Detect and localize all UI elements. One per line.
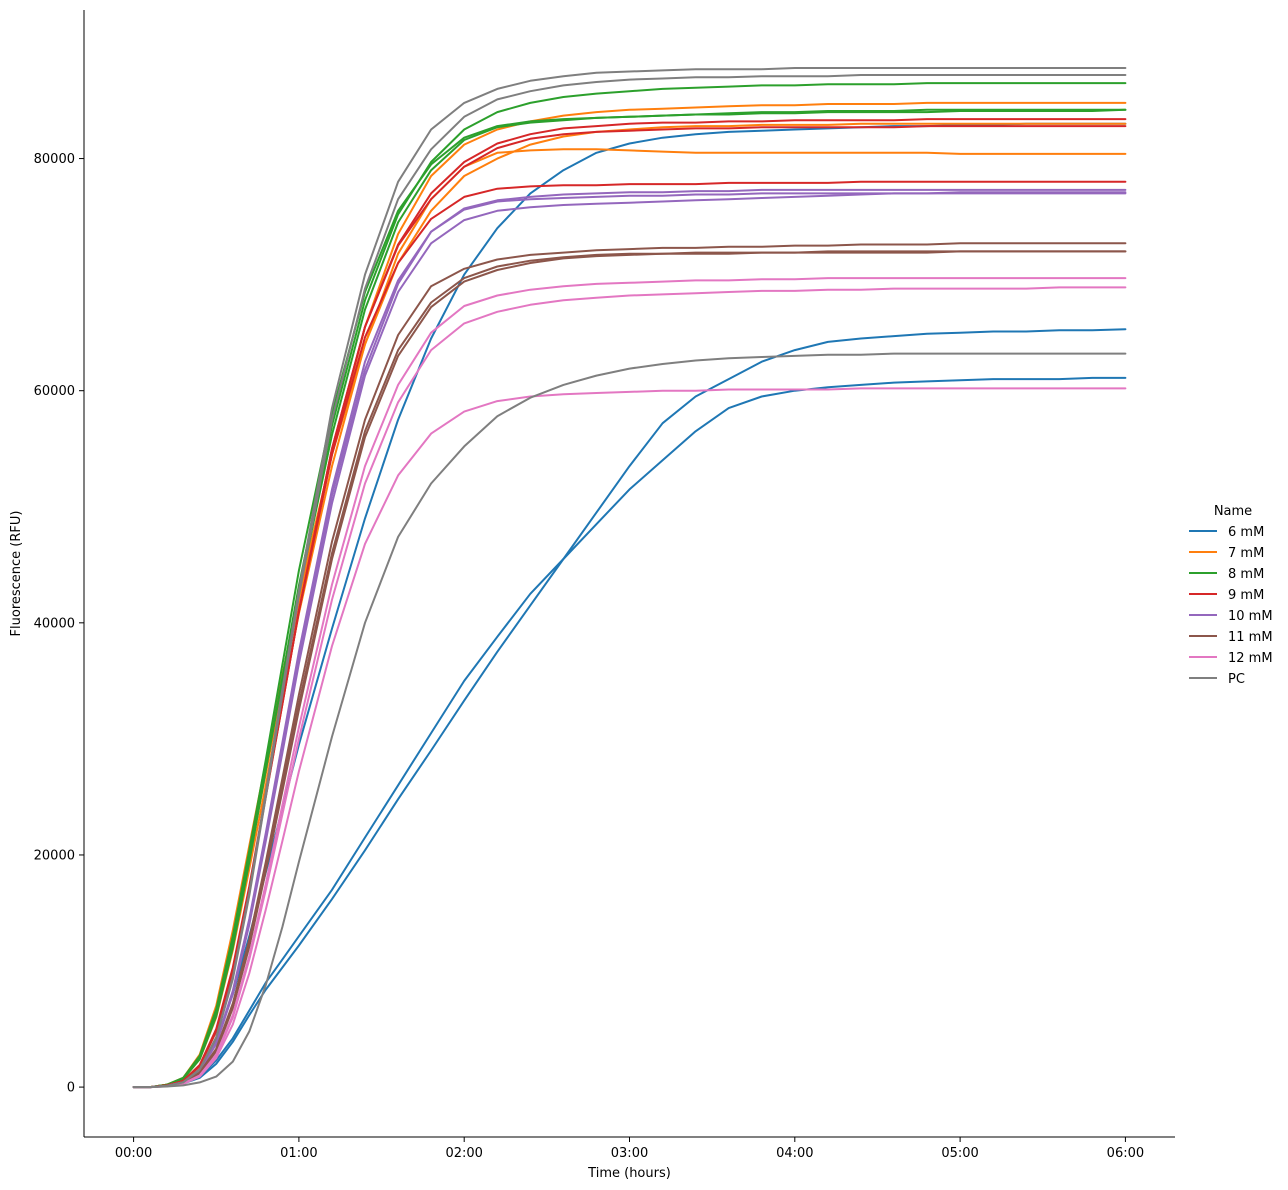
series-line: [132, 180, 1127, 1089]
series-line: [132, 67, 1127, 1089]
legend-entry-label: 12 mM: [1228, 651, 1273, 666]
series-line: [132, 277, 1127, 1089]
legend-entry-label: 6 mM: [1228, 525, 1264, 540]
legend-entry-label: 10 mM: [1228, 609, 1273, 624]
plot-area: [132, 67, 1127, 1089]
series-line: [132, 74, 1127, 1089]
y-tick-label: 80000: [34, 152, 75, 167]
legend-entry-label: 9 mM: [1228, 588, 1264, 603]
series-line: [132, 242, 1127, 1089]
series-line: [132, 376, 1127, 1089]
series-line: [132, 188, 1127, 1089]
series-line: [132, 148, 1127, 1089]
x-axis-title: Time (hours): [587, 1166, 671, 1181]
x-tick-label: 05:00: [941, 1146, 978, 1161]
x-tick-label: 04:00: [776, 1146, 813, 1161]
series-line: [132, 125, 1127, 1089]
x-tick-label: 00:00: [115, 1146, 152, 1161]
legend-entry-label: 11 mM: [1228, 630, 1273, 645]
y-tick-label: 20000: [34, 848, 75, 863]
y-axis-ticks: 0 20000 40000 60000 80000: [34, 152, 84, 1096]
series-line: [132, 192, 1127, 1089]
x-tick-label: 02:00: [445, 1146, 482, 1161]
legend: Name 6 mM 7 mM 8 mM 9 mM 10 mM 11 mM 12 mM PC: [1189, 504, 1273, 687]
series-line: [132, 108, 1127, 1089]
y-tick-label: 60000: [34, 384, 75, 399]
x-tick-label: 03:00: [611, 1146, 648, 1161]
y-axis-title: Fluorescence (RFU): [9, 511, 24, 637]
series-line: [132, 352, 1127, 1089]
legend-entry-label: 7 mM: [1228, 546, 1264, 561]
series-line: [132, 122, 1127, 1089]
x-tick-label: 01:00: [280, 1146, 317, 1161]
series-line: [132, 387, 1127, 1089]
series-line: [132, 122, 1127, 1089]
x-axis-ticks: 00:00 01:00 02:00 03:00 04:00 05:00 06:00: [115, 1137, 1144, 1161]
legend-items: 6 mM 7 mM 8 mM 9 mM 10 mM 11 mM 12 mM PC: [1189, 525, 1273, 687]
x-tick-label: 06:00: [1107, 1146, 1144, 1161]
series-line: [132, 108, 1127, 1089]
series-line: [132, 82, 1127, 1089]
legend-entry-label: PC: [1228, 672, 1245, 687]
legend-entry-label: 8 mM: [1228, 567, 1264, 582]
y-tick-label: 0: [67, 1081, 75, 1096]
series-line: [132, 191, 1127, 1089]
y-tick-label: 40000: [34, 616, 75, 631]
series-line: [132, 328, 1127, 1089]
legend-title: Name: [1214, 504, 1252, 519]
series-line: [132, 118, 1127, 1089]
series-line: [132, 250, 1127, 1089]
